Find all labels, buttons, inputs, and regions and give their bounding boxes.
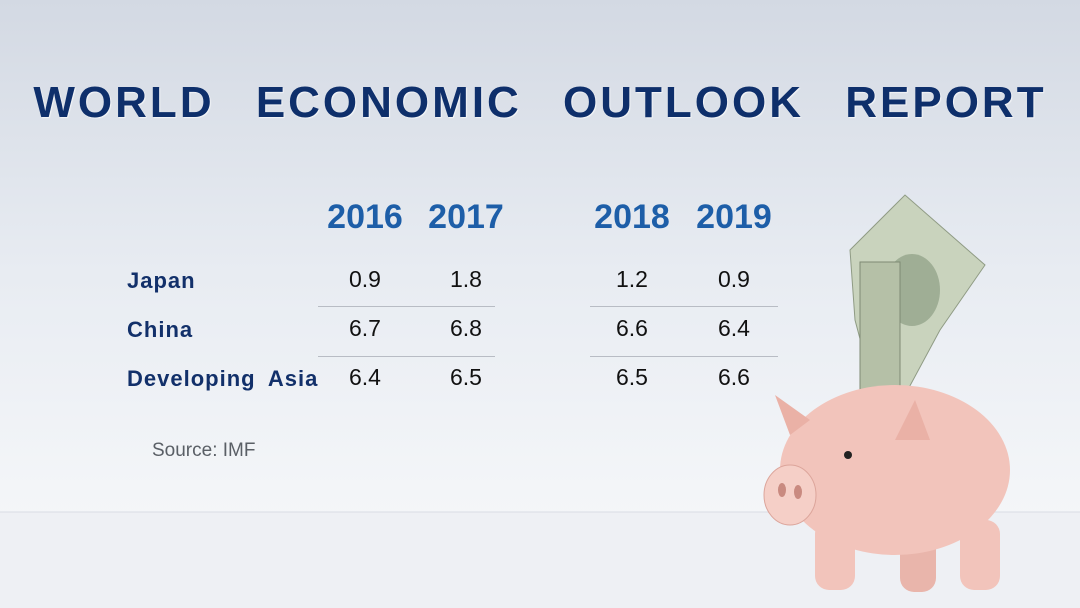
cell-value: 0.9 [349,266,381,292]
cell-value: 6.4 [349,364,381,390]
cell-value: 0.9 [718,266,750,292]
cell-value: 6.7 [349,315,381,341]
cell-value: 1.2 [616,266,648,292]
cell-value: 6.4 [718,315,750,341]
row-separator [318,356,495,357]
piggy-bank [763,385,1010,592]
cell-value: 1.8 [450,266,482,292]
row-separator [590,306,778,307]
column-header: 2019 [696,198,772,236]
row-label: Japan [127,268,196,293]
cell-value: 6.5 [616,364,648,390]
cell-value: 6.5 [450,364,482,390]
column-header: 2018 [594,198,670,236]
column-header: 2016 [327,198,403,236]
cell-value: 6.6 [616,315,648,341]
column-header: 2017 [428,198,504,236]
row-label: China [127,317,194,342]
cell-value: 6.6 [718,364,750,390]
row-label: Developing Asia [127,366,319,391]
source-note: Source: IMF [152,440,256,461]
dollar-bill [849,194,986,396]
cell-value: 6.8 [450,315,482,341]
row-separator [590,356,778,357]
row-separator [318,306,495,307]
title: WORLD ECONOMIC OUTLOOK REPORT [33,78,1047,127]
